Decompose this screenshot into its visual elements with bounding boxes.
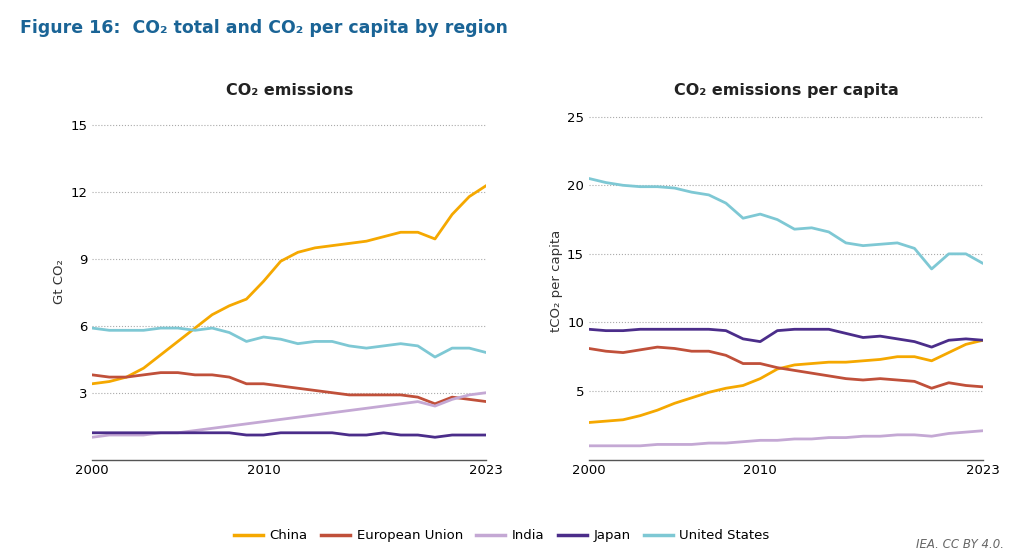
Y-axis label: tCO₂ per capita: tCO₂ per capita [550, 230, 563, 333]
Y-axis label: Gt CO₂: Gt CO₂ [53, 259, 67, 304]
Text: Figure 16:  CO₂ total and CO₂ per capita by region: Figure 16: CO₂ total and CO₂ per capita … [20, 19, 508, 37]
Text: IEA. CC BY 4.0.: IEA. CC BY 4.0. [915, 539, 1004, 551]
Legend: China, European Union, India, Japan, United States: China, European Union, India, Japan, Uni… [228, 524, 775, 548]
Title: CO₂ emissions per capita: CO₂ emissions per capita [674, 82, 898, 97]
Title: CO₂ emissions: CO₂ emissions [225, 82, 353, 97]
